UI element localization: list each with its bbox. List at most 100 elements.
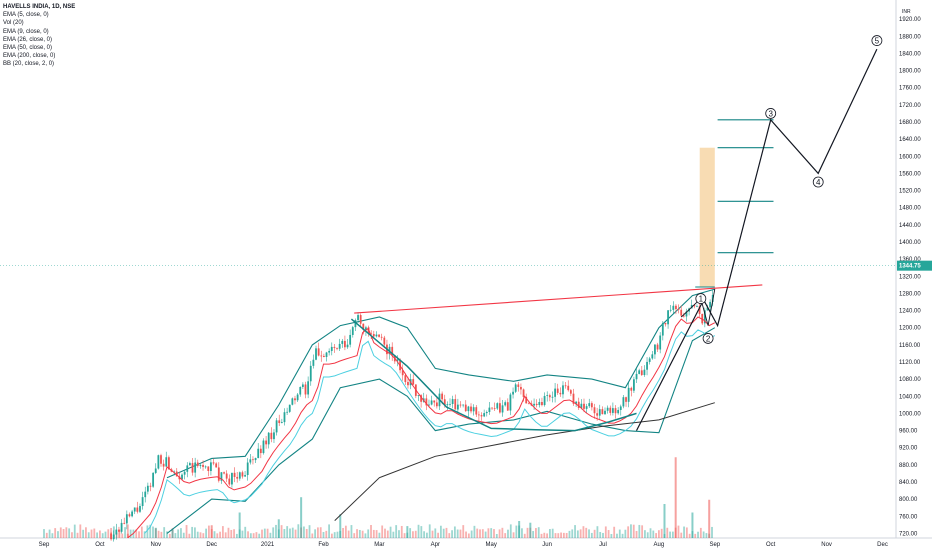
ema-layer [127, 316, 716, 539]
volume-bar [249, 533, 252, 538]
volume-bar [590, 532, 593, 538]
volume-bar [386, 530, 389, 538]
volume-bar [347, 530, 350, 538]
volume-bar [582, 526, 585, 538]
y-tick-label: 800.00 [899, 497, 918, 503]
candle-body [149, 485, 152, 487]
volume-bar [372, 529, 375, 538]
volume-bar [129, 529, 132, 538]
legend-ema50: EMA (50, close, 0) [3, 45, 53, 52]
candle-body [567, 385, 570, 391]
x-tick-label: Jul [599, 542, 607, 548]
candle-body [346, 344, 349, 348]
candle-body [133, 507, 136, 512]
volume-bar [451, 530, 453, 538]
candle-body [598, 409, 601, 416]
candle-body [428, 404, 430, 406]
candle-body [220, 472, 223, 481]
candle-body [378, 334, 380, 337]
volume-bar [509, 524, 512, 538]
candle-body [548, 395, 551, 398]
volume-bar [291, 527, 294, 538]
legend-ema9: EMA (9, close, 0) [3, 28, 49, 35]
volume-bar [495, 533, 498, 538]
volume-bar [85, 527, 87, 538]
volume-bar [233, 529, 235, 538]
volume-bar [476, 528, 479, 538]
x-tick-label: Sep [39, 542, 50, 548]
volume-bar [76, 532, 79, 538]
candle-body [233, 472, 236, 477]
candle-body [604, 410, 606, 415]
candle-body [577, 401, 580, 408]
candle-body [470, 406, 472, 412]
volume-bar [378, 532, 381, 538]
volume-bar [286, 526, 289, 538]
volume-bar [71, 532, 73, 538]
candle-body [543, 395, 546, 406]
candle-body [585, 406, 588, 409]
y-tick-label: 1400.00 [899, 240, 921, 246]
candle-body [485, 412, 488, 414]
candle-body [514, 384, 517, 392]
candle-body [152, 472, 155, 487]
candle-body [622, 397, 625, 407]
candle-body [696, 306, 698, 308]
candle-body [110, 533, 112, 540]
volume-bar [107, 529, 110, 538]
candle-body [551, 396, 554, 398]
wave-label-circle [812, 176, 824, 188]
volume-bar [501, 527, 504, 538]
candle-body [459, 404, 462, 406]
volume-bar [311, 533, 314, 538]
volume-layer [43, 457, 713, 538]
volume-bar [431, 530, 434, 538]
x-tick-label: Dec [206, 542, 217, 548]
volume-bar [448, 533, 451, 538]
volume-bar [546, 533, 548, 538]
candle-body [383, 337, 386, 345]
volume-bar [389, 526, 392, 538]
candle-body [522, 389, 525, 397]
candle-body [559, 392, 562, 395]
candle-body [541, 401, 543, 406]
volume-bar [93, 528, 96, 538]
volume-bar [674, 457, 677, 538]
candle-body [533, 403, 535, 406]
volume-bar [532, 531, 535, 538]
candle-body [283, 412, 286, 423]
candle-body [312, 359, 315, 366]
volume-bar [646, 532, 649, 538]
candle-body [115, 529, 118, 535]
volume-bar [272, 527, 275, 538]
volume-bar [135, 529, 138, 538]
candle-body [191, 463, 194, 473]
volume-bar [163, 527, 166, 538]
volume-bar [263, 528, 266, 538]
volume-bar [610, 533, 613, 538]
candle-body [454, 399, 457, 410]
volume-bar [353, 533, 356, 538]
candle-body [462, 404, 465, 406]
volume-bar [403, 533, 406, 538]
volume-bar [297, 524, 300, 538]
candle-body [401, 370, 404, 376]
candle-body [672, 305, 675, 310]
candle-body [315, 348, 317, 360]
candle-body [181, 474, 183, 480]
x-tick-label: Jun [542, 542, 552, 548]
volume-bar [551, 528, 554, 538]
volume-bar [322, 531, 325, 538]
candle-body [475, 407, 478, 415]
y-tick-label: 1320.00 [899, 274, 921, 280]
y-tick-label: 1360.00 [899, 257, 921, 263]
candle-body [299, 386, 302, 395]
volume-bar [445, 527, 448, 538]
volume-bar [275, 524, 277, 538]
volume-bar [537, 527, 540, 538]
volume-bar [235, 533, 238, 538]
volume-bar [294, 529, 297, 538]
candle-body [496, 403, 499, 409]
volume-bar [568, 530, 571, 538]
